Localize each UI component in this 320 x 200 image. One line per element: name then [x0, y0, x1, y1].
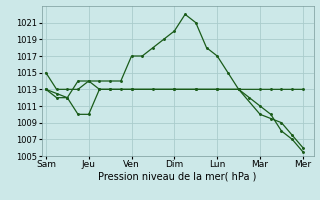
X-axis label: Pression niveau de la mer( hPa ): Pression niveau de la mer( hPa )	[99, 172, 257, 182]
